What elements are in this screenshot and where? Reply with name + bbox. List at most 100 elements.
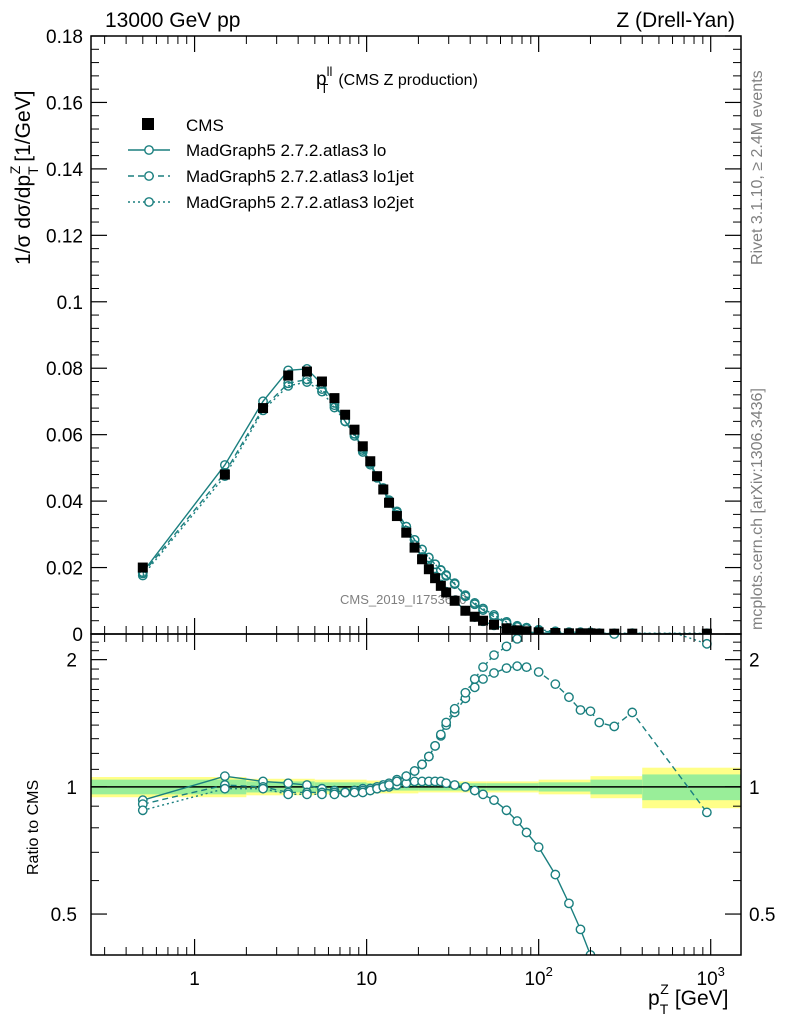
data-point <box>441 587 452 598</box>
data-point <box>340 409 351 420</box>
y-tick-label: 0.14 <box>46 160 83 181</box>
series-marker-ratio-2 <box>595 618 603 626</box>
series-marker-ratio-1 <box>564 692 574 703</box>
rivet-version-label: Rivet 3.1.10, ≥ 2.4M events <box>749 70 766 265</box>
data-point <box>283 370 294 381</box>
legend-label-data: CMS <box>186 116 224 135</box>
legend-marker-1 <box>144 171 154 181</box>
series-marker-ratio-1 <box>512 661 523 672</box>
series-marker-ratio-2 <box>430 740 440 751</box>
plot-title: pll T (CMS Z production) <box>316 64 478 96</box>
series-marker-main-2 <box>317 386 327 397</box>
series-marker-ratio-2 <box>701 638 712 649</box>
series-marker-ratio-1 <box>585 706 596 717</box>
series-marker-ratio-2 <box>512 634 523 644</box>
data-point <box>575 628 586 634</box>
series-marker-ratio-0 <box>501 805 512 816</box>
x-tick-label: 103 <box>697 964 725 990</box>
data-point <box>258 403 269 414</box>
y-tick-label: 0.06 <box>46 426 83 447</box>
series-marker-ratio-2 <box>392 776 402 787</box>
series-marker-main-2 <box>449 578 460 589</box>
data-point <box>301 366 312 377</box>
series-marker-ratio-0 <box>533 842 544 853</box>
series-marker-main-2 <box>441 570 452 580</box>
data-point <box>349 424 360 435</box>
series-marker-main-2 <box>460 590 471 601</box>
series-marker-main-2 <box>283 380 294 391</box>
data-point <box>449 595 460 606</box>
y-tick-label: 0.16 <box>46 93 83 114</box>
series-marker-main-2 <box>469 598 480 608</box>
series-marker-ratio-0 <box>575 924 586 935</box>
series-marker-ratio-2 <box>628 614 636 622</box>
series-marker-ratio-0 <box>521 827 532 838</box>
series-marker-ratio-2 <box>609 634 620 639</box>
series-marker-ratio-2 <box>302 789 312 800</box>
x-tick-label: 1 <box>189 969 200 990</box>
header-left: 13000 GeV pp <box>105 9 240 32</box>
x-tick-label: 10 <box>356 969 377 990</box>
series-marker-ratio-1 <box>478 674 488 684</box>
ratio-tick-label: 1 <box>66 778 77 799</box>
legend-marker-data <box>142 118 154 130</box>
series-marker-main-2 <box>478 603 488 614</box>
data-point <box>512 625 523 634</box>
ratio-tick-label: 2 <box>66 651 77 672</box>
series-marker-ratio-0 <box>449 780 460 790</box>
series-marker-ratio-1 <box>575 705 586 715</box>
series-marker-ratio-2 <box>460 687 471 698</box>
data-point <box>219 469 230 480</box>
ratio-tick-label-right: 1 <box>749 778 760 799</box>
series-marker-ratio-2 <box>219 783 230 794</box>
data-point <box>329 393 340 404</box>
series-marker-ratio-1 <box>550 679 561 690</box>
series-marker-ratio-2 <box>449 703 460 714</box>
series-marker-ratio-2 <box>258 783 268 794</box>
series-marker-ratio-0 <box>469 785 480 796</box>
data-point <box>488 619 499 630</box>
data-point <box>521 626 532 634</box>
y-tick-label: 0.1 <box>57 293 83 314</box>
series-marker-main-2 <box>435 565 446 575</box>
series-marker-ratio-2 <box>478 662 488 673</box>
legend-label-1: MadGraph5 2.7.2.atlas3 lo1jet <box>186 167 414 186</box>
series-marker-ratio-2 <box>423 751 434 762</box>
series-marker-ratio-2 <box>329 789 340 800</box>
data-point <box>357 441 368 452</box>
series-marker-ratio-2 <box>565 594 573 602</box>
series-marker-ratio-2 <box>401 771 412 782</box>
series-marker-ratio-0 <box>478 789 488 800</box>
data-point <box>563 628 574 634</box>
legend-marker-0 <box>144 145 154 155</box>
series-marker-ratio-0 <box>595 975 603 983</box>
series-marker-ratio-0 <box>550 869 561 880</box>
data-point <box>478 615 489 626</box>
analysis-watermark: CMS_2019_I1753680 <box>340 592 467 607</box>
series-marker-ratio-2 <box>283 789 294 800</box>
series-marker-main-2 <box>302 377 312 387</box>
series-marker-ratio-1 <box>627 707 638 718</box>
series-marker-ratio-1 <box>489 668 499 678</box>
series-marker-ratio-2 <box>137 805 148 816</box>
data-point <box>391 511 402 522</box>
series-marker-main-2 <box>489 610 499 620</box>
y-tick-label: 0.08 <box>46 359 83 380</box>
series-marker-ratio-1 <box>609 721 620 732</box>
series-marker-ratio-0 <box>564 898 574 909</box>
series-marker-ratio-0 <box>489 795 499 806</box>
data-point <box>365 456 376 467</box>
series-marker-main-2 <box>329 402 340 413</box>
legend-label-0: MadGraph5 2.7.2.atlas3 lo <box>186 141 386 160</box>
series-marker-ratio-1 <box>594 717 605 728</box>
series-marker-ratio-2 <box>469 674 480 684</box>
header-right: Z (Drell-Yan) <box>616 9 735 32</box>
y-tick-label: 0.12 <box>46 226 83 247</box>
series-marker-ratio-2 <box>349 787 360 798</box>
series-marker-ratio-0 <box>460 781 471 792</box>
legend-marker-2 <box>144 197 154 207</box>
x-tick-label: 102 <box>524 964 552 990</box>
series-marker-ratio-0 <box>441 778 452 789</box>
data-point <box>435 580 446 591</box>
series-marker-ratio-1 <box>701 807 712 818</box>
